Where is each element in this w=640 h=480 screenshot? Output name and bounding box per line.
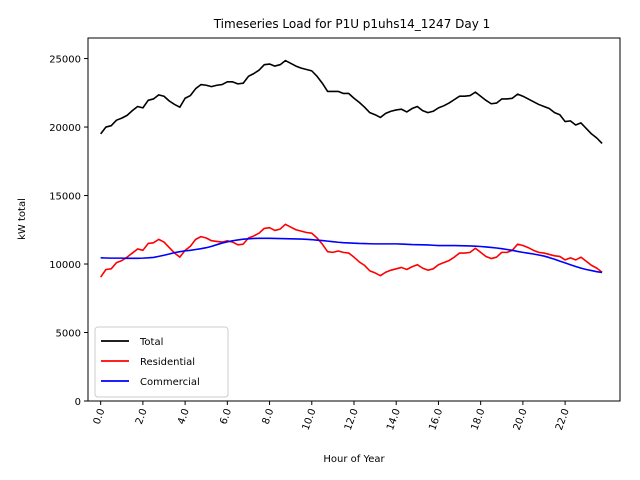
y-tick-label: 0 xyxy=(75,397,81,408)
series-line-commercial xyxy=(100,237,603,274)
legend: Total Residential Commercial xyxy=(94,326,229,398)
y-axis: 0 5000 10000 15000 20000 25000 xyxy=(49,55,88,408)
y-tick-label: 20000 xyxy=(49,123,81,134)
y-tick-label: 15000 xyxy=(49,192,81,203)
y-tick-label: 5000 xyxy=(56,329,81,340)
y-tick-label: 25000 xyxy=(49,55,81,66)
y-axis-label: kW total xyxy=(17,198,28,240)
legend-label-residential: Residential xyxy=(140,357,195,368)
chart-title: Timeseries Load for P1U p1uhs14_1247 Day… xyxy=(213,17,491,31)
series-layer xyxy=(100,59,603,278)
x-axis: 0.0 2.0 4.0 6.0 8.0 10.0 12.0 14.0 16.0 18.0 20.0 2… xyxy=(92,401,572,432)
x-axis-label: Hour of Year xyxy=(323,454,385,465)
series-line-total xyxy=(100,59,603,145)
x-tick-label: 2.0 xyxy=(134,407,150,426)
y-tick-label: 10000 xyxy=(49,260,81,271)
legend-box xyxy=(94,326,229,398)
axes-frame xyxy=(87,37,621,402)
legend-label-commercial: Commercial xyxy=(140,377,200,388)
x-tick-label: 4.0 xyxy=(176,407,192,426)
x-tick-label: 0.0 xyxy=(92,407,108,426)
x-tick-label: 6.0 xyxy=(218,407,234,426)
x-tick-label: 8.0 xyxy=(261,407,277,426)
legend-label-total: Total xyxy=(139,337,163,348)
